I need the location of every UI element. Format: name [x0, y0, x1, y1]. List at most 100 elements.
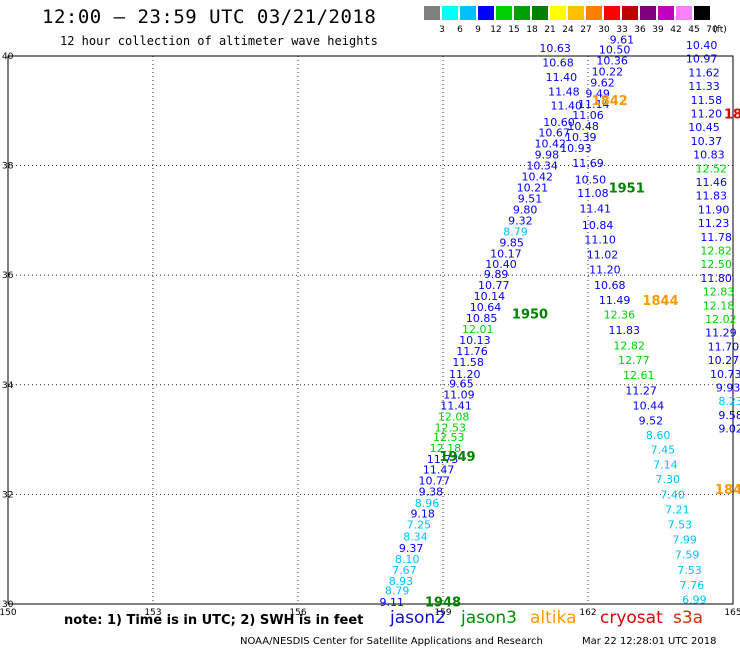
scale-label: 24	[562, 25, 574, 35]
satellite-altika: altika	[530, 608, 577, 628]
swh-value: 10.27	[708, 354, 740, 367]
swh-value: 8.23	[718, 395, 740, 408]
swh-value: 8.60	[646, 429, 671, 442]
scale-label: 33	[616, 25, 628, 35]
scale-swatch	[568, 6, 584, 20]
x-tick-label: 153	[144, 608, 161, 618]
swh-value: 6.99	[682, 594, 707, 607]
swh-value: 7.14	[653, 458, 678, 471]
x-tick-label: 159	[434, 608, 451, 618]
swh-value: 10.50	[575, 173, 607, 186]
swh-value: 7.40	[660, 488, 685, 501]
swh-value: 10.40	[686, 39, 718, 52]
swh-value: 9.49	[585, 87, 610, 100]
swh-value: 10.68	[542, 57, 574, 70]
scale-label: 27	[580, 25, 592, 35]
swh-value: 9.02	[718, 423, 740, 436]
pass-time-label: 1842	[592, 94, 628, 109]
scale-label: 36	[634, 25, 646, 35]
swh-value: 10.68	[594, 279, 626, 292]
scale-swatch	[586, 6, 602, 20]
swh-value: 7.76	[680, 579, 705, 592]
scale-swatch	[460, 6, 476, 20]
y-tick-label: 36	[2, 271, 14, 281]
swh-value: 10.67	[538, 127, 570, 140]
swh-value: 9.93	[716, 382, 740, 395]
pass-time-label: 1949	[439, 450, 475, 465]
scale-swatch	[442, 6, 458, 20]
scale-swatch	[496, 6, 512, 20]
swh-value: 10.34	[526, 160, 558, 173]
swh-value: 8.96	[415, 497, 440, 510]
swh-value: 11.23	[698, 217, 730, 230]
scale-swatch	[640, 6, 656, 20]
scale-label: 12	[490, 25, 502, 35]
satellite-cryosat: cryosat	[600, 608, 663, 628]
pass-time-label: 1843	[715, 483, 740, 498]
swh-value: 11.78	[700, 231, 732, 244]
scale-label: 42	[670, 25, 682, 35]
swh-value: 10.85	[466, 312, 498, 325]
swh-value: 10.97	[686, 53, 718, 66]
swh-value: 12.83	[703, 286, 735, 299]
x-tick-label: 165	[724, 608, 740, 618]
swh-value: 11.09	[443, 389, 475, 402]
swh-value: 7.67	[392, 564, 417, 577]
swh-value: 11.08	[577, 187, 609, 200]
scale-label: 18	[526, 25, 538, 35]
swh-value: 12.02	[705, 313, 737, 326]
x-tick-label: 156	[289, 608, 306, 618]
swh-value: 11.69	[572, 157, 604, 170]
pass-time-label: 1948	[425, 595, 461, 610]
page-subtitle: 12 hour collection of altimeter wave hei…	[60, 34, 378, 48]
footer-timestamp: Mar 22 12:28:01 UTC 2018	[582, 636, 717, 647]
swh-value: 8.79	[385, 584, 410, 597]
swh-value: 12.18	[430, 442, 462, 455]
swh-value: 7.53	[677, 564, 702, 577]
scale-label: 21	[544, 25, 556, 35]
y-tick-label: 30	[2, 600, 14, 610]
swh-value: 9.62	[590, 76, 615, 89]
note-text: note: 1) Time is in UTC; 2) SWH is in fe…	[64, 613, 364, 628]
scale-label: 15	[508, 25, 520, 35]
swh-value: 10.39	[565, 131, 597, 144]
swh-value: 11.90	[698, 203, 730, 216]
scale-label: 3	[439, 25, 445, 35]
swh-value: 12.50	[700, 258, 732, 271]
page-title: 12:00 — 23:59 UTC 03/21/2018	[42, 6, 377, 28]
footer-credit: NOAA/NESDIS Center for Satellite Applica…	[240, 636, 543, 647]
swh-value: 10.14	[474, 290, 506, 303]
swh-value: 12.53	[433, 431, 465, 444]
scale-swatch	[424, 6, 440, 20]
swh-value: 11.83	[696, 190, 728, 203]
scale-swatch	[514, 6, 530, 20]
pass-time-label: 1951	[609, 182, 645, 197]
swh-value: 9.89	[484, 268, 509, 281]
swh-value: 9.80	[513, 203, 538, 216]
swh-value: 9.98	[535, 149, 560, 162]
swh-value: 11.70	[708, 340, 740, 353]
swh-value: 12.61	[623, 369, 655, 382]
scale-swatch	[478, 6, 494, 20]
swh-value: 9.61	[610, 34, 635, 47]
swh-value: 11.10	[584, 234, 616, 247]
map-frame	[7, 55, 734, 605]
swh-value: 12.52	[696, 162, 728, 175]
swh-value: 7.53	[668, 519, 693, 532]
swh-value: 10.22	[592, 65, 624, 78]
swh-value: 10.45	[688, 121, 720, 134]
swh-value: 11.73	[427, 453, 459, 466]
swh-value: 12.36	[604, 309, 636, 322]
swh-value: 12.18	[703, 299, 735, 312]
y-tick-label: 34	[2, 381, 14, 391]
swh-value: 8.10	[395, 553, 420, 566]
swh-value: 11.40	[551, 99, 583, 112]
swh-value: 10.64	[470, 301, 502, 314]
swh-value: 10.36	[596, 54, 628, 67]
scale-swatch	[550, 6, 566, 20]
swh-value: 12.01	[462, 323, 494, 336]
scale-unit: (ft)	[713, 25, 727, 35]
swh-value: 10.83	[693, 149, 725, 162]
swh-value: 12.82	[700, 245, 732, 258]
